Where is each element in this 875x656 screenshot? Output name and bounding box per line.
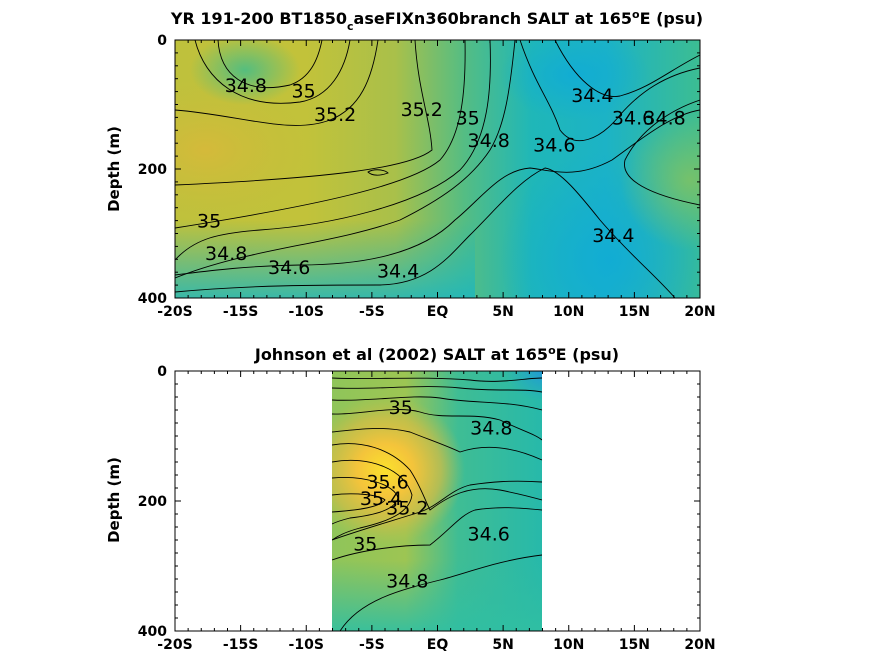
y-tick-label: 0 bbox=[157, 364, 167, 380]
x-tick-label: 10N bbox=[553, 637, 584, 653]
contour-label: 35 bbox=[292, 80, 316, 102]
x-tick-label: -15S bbox=[223, 304, 258, 320]
salinity-field-model bbox=[175, 40, 700, 298]
x-tick-label: EQ bbox=[427, 637, 449, 653]
y-axis-label-model: Depth (m) bbox=[105, 126, 123, 212]
y-tick-labels-observations: 0 200 400 bbox=[138, 364, 167, 640]
y-tick-label: 0 bbox=[157, 33, 167, 49]
contour-label: 34.6 bbox=[612, 107, 654, 129]
axes-observations: -20S -15S -10S -5S EQ 5N 10N 15N 20N 0 200 400 Dep… bbox=[105, 364, 716, 653]
x-tick-label: 10N bbox=[553, 304, 584, 320]
x-tick-label: 15N bbox=[619, 637, 650, 653]
contour-label: 34.8 bbox=[225, 75, 267, 97]
contour-label: 34.6 bbox=[268, 257, 310, 279]
panel-model-title: YR 191-200 BT1850caseFIXn360branch SALT … bbox=[170, 8, 703, 33]
x-tick-label: 15N bbox=[619, 304, 650, 320]
contour-label: 34.8 bbox=[468, 130, 510, 152]
panel-observations-title: Johnson et al (2002) SALT at 165oE (psu) bbox=[254, 344, 619, 364]
x-tick-label: -5S bbox=[359, 304, 385, 320]
x-tick-labels-observations: -20S -15S -10S -5S EQ 5N 10N 15N 20N bbox=[157, 637, 715, 653]
x-tick-label: EQ bbox=[427, 304, 449, 320]
x-tick-label: 5N bbox=[492, 637, 513, 653]
contour-label: 34.8 bbox=[386, 570, 428, 592]
x-tick-labels-model: -20S -15S -10S -5S EQ 5N 10N 15N 20N bbox=[157, 304, 715, 320]
contour-label: 34.8 bbox=[470, 418, 512, 440]
x-tick-label: 20N bbox=[684, 304, 715, 320]
contour-label: 34.8 bbox=[205, 243, 247, 265]
panel-model: YR 191-200 BT1850caseFIXn360branch SALT … bbox=[105, 8, 716, 320]
contour-label: 34.6 bbox=[468, 524, 510, 546]
contour-label: 34.4 bbox=[377, 260, 419, 282]
contour-label: 34.4 bbox=[571, 85, 613, 107]
y-tick-labels-model: 0 200 400 bbox=[138, 33, 167, 307]
contour-label: 35 bbox=[389, 397, 413, 419]
contour-label: 34.6 bbox=[533, 134, 575, 156]
contour-label: 35.2 bbox=[401, 99, 443, 121]
x-tick-label: -10S bbox=[289, 304, 324, 320]
axes-model: -20S -15S -10S -5S EQ 5N 10N 15N 20N 0 200 400 Dep… bbox=[105, 33, 716, 320]
y-axis-label-observations: Depth (m) bbox=[105, 457, 123, 543]
tick-marks-model bbox=[174, 39, 701, 299]
x-tick-label: -20S bbox=[157, 637, 192, 653]
panel-observations: Johnson et al (2002) SALT at 165oE (psu)… bbox=[105, 344, 716, 653]
contour-label: 35.2 bbox=[314, 104, 356, 126]
salinity-field-observations bbox=[332, 371, 542, 631]
contour-label: 34.4 bbox=[592, 225, 634, 247]
contour-labels-observations: 35 34.8 35.635.435.2 34.6 35 34.8 bbox=[353, 397, 512, 593]
x-tick-label: -5S bbox=[359, 637, 385, 653]
y-tick-label: 400 bbox=[138, 291, 167, 307]
contour-label: 35.2 bbox=[386, 498, 428, 520]
contour-label: 35 bbox=[197, 211, 221, 233]
x-tick-label: 20N bbox=[684, 637, 715, 653]
contour-label: 35 bbox=[456, 107, 480, 129]
x-tick-label: 5N bbox=[492, 304, 513, 320]
x-tick-label: -10S bbox=[289, 637, 324, 653]
contour-label: 35 bbox=[353, 533, 377, 555]
x-tick-label: -15S bbox=[223, 637, 258, 653]
contour-label: 35.6 bbox=[366, 472, 408, 494]
contour-lines-observations bbox=[332, 377, 542, 631]
y-tick-label: 200 bbox=[138, 162, 167, 178]
x-tick-label: -20S bbox=[157, 304, 192, 320]
contour-label: 35.4 bbox=[360, 488, 402, 510]
y-tick-label: 200 bbox=[138, 494, 167, 510]
contour-label: 34.8 bbox=[643, 107, 685, 129]
contour-lines-model bbox=[175, 40, 700, 298]
tick-marks-observations bbox=[174, 370, 701, 632]
y-tick-label: 400 bbox=[138, 624, 167, 640]
